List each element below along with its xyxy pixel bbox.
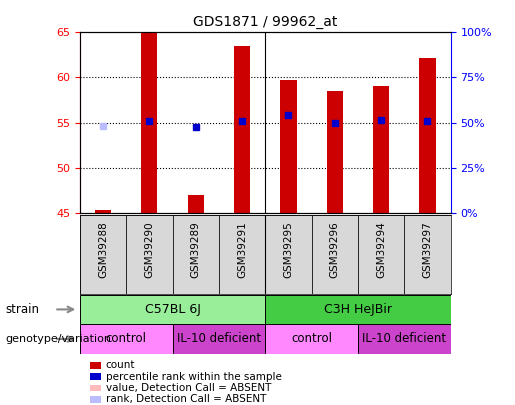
Text: genotype/variation: genotype/variation xyxy=(5,334,111,344)
Bar xyxy=(173,215,219,294)
Bar xyxy=(419,58,436,213)
Bar xyxy=(187,194,204,213)
Text: GSM39288: GSM39288 xyxy=(98,221,108,278)
Bar xyxy=(404,215,451,294)
Text: value, Detection Call = ABSENT: value, Detection Call = ABSENT xyxy=(106,383,271,393)
Bar xyxy=(234,46,250,213)
Text: IL-10 deficient: IL-10 deficient xyxy=(362,333,447,345)
Bar xyxy=(327,91,343,213)
Text: IL-10 deficient: IL-10 deficient xyxy=(177,333,261,345)
Bar xyxy=(312,215,358,294)
Text: GSM39295: GSM39295 xyxy=(283,221,294,278)
Bar xyxy=(141,32,158,213)
Bar xyxy=(358,324,451,354)
Bar xyxy=(126,215,173,294)
Bar xyxy=(265,324,358,354)
Text: C3H HeJBir: C3H HeJBir xyxy=(324,303,392,316)
Bar xyxy=(80,324,173,354)
Bar xyxy=(173,324,265,354)
Text: GSM39290: GSM39290 xyxy=(144,221,154,277)
Text: percentile rank within the sample: percentile rank within the sample xyxy=(106,372,282,382)
Bar xyxy=(80,215,126,294)
Text: control: control xyxy=(291,333,332,345)
Text: GSM39291: GSM39291 xyxy=(237,221,247,278)
Text: GSM39297: GSM39297 xyxy=(422,221,433,278)
Bar xyxy=(265,295,451,324)
Text: C57BL 6J: C57BL 6J xyxy=(145,303,200,316)
Text: GSM39294: GSM39294 xyxy=(376,221,386,278)
Bar xyxy=(358,215,404,294)
Text: GSM39289: GSM39289 xyxy=(191,221,201,278)
Bar xyxy=(373,85,389,213)
Text: rank, Detection Call = ABSENT: rank, Detection Call = ABSENT xyxy=(106,394,266,404)
Text: strain: strain xyxy=(5,303,39,316)
Text: control: control xyxy=(106,333,147,345)
Bar xyxy=(219,215,265,294)
Text: GSM39296: GSM39296 xyxy=(330,221,340,278)
Text: count: count xyxy=(106,360,135,370)
Bar xyxy=(95,210,111,213)
Bar xyxy=(280,80,297,213)
Title: GDS1871 / 99962_at: GDS1871 / 99962_at xyxy=(193,15,337,29)
Bar xyxy=(80,295,265,324)
Bar xyxy=(265,215,312,294)
